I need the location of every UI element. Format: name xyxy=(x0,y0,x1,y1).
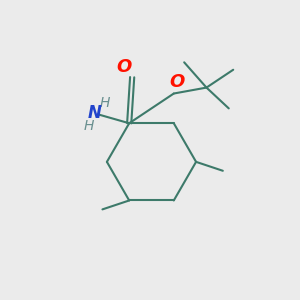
Text: H: H xyxy=(99,96,110,110)
Text: N: N xyxy=(88,104,102,122)
Text: H: H xyxy=(84,118,94,133)
Text: O: O xyxy=(169,73,184,91)
Text: O: O xyxy=(116,58,131,76)
